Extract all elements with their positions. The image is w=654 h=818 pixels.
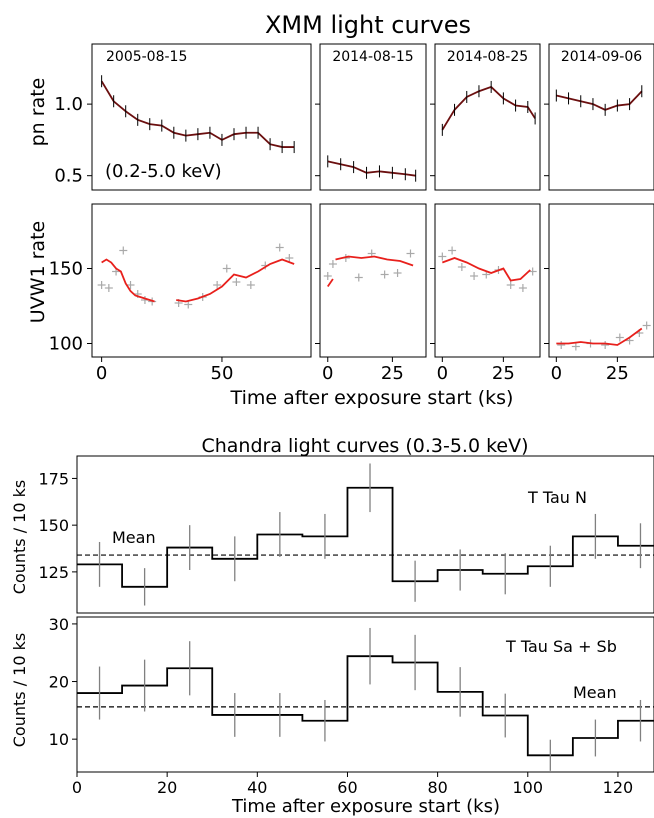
- uvw1-frame: [91, 203, 312, 358]
- chandra-t-tau-n-panel: 125 150 175 Mean T Tau N: [38, 455, 654, 614]
- chandra-xtick-label: 60: [337, 778, 357, 797]
- chandra-ylabel-bottom: Counts / 10 ks: [10, 633, 29, 747]
- uvw1-xtick-label: 0: [322, 363, 333, 384]
- pn-date-label: 2014-08-25: [447, 49, 528, 65]
- chandra-source-label: T Tau N: [527, 488, 587, 507]
- pn-panel-2: 2014-08-25: [430, 43, 541, 191]
- uvw1-ytick-label: 100: [49, 334, 83, 355]
- pn-series-line: [556, 90, 643, 111]
- pn-date-label: 2005-08-15: [106, 49, 187, 65]
- chandra-step-line: [77, 655, 654, 757]
- chandra-xtick-label: 20: [157, 778, 177, 797]
- chandra-mean-label: Mean: [112, 528, 156, 547]
- chandra-xtick-label: 120: [603, 778, 634, 797]
- pn-ytick-label: 0.5: [54, 166, 83, 187]
- pn-panel-1: 2014-08-15: [315, 43, 427, 191]
- uvw1-red-series: [335, 255, 414, 267]
- pn-rate-ylabel: pn rate: [27, 78, 49, 147]
- uvw1-panel-2: 0 25: [430, 203, 541, 384]
- pn-frame: [434, 43, 541, 191]
- uvw1-xtick-label: 0: [96, 363, 107, 384]
- pn-ytick-label: 1.0: [54, 94, 83, 115]
- uvw1-red-series: [327, 278, 334, 288]
- uvw1-frame: [319, 203, 427, 358]
- pn-panel-3: 2014-09-06: [544, 43, 654, 191]
- pn-frame: [319, 43, 427, 191]
- energy-annotation: (0.2-5.0 keV): [105, 161, 222, 182]
- xmm-pn-panels: 0.5 1.0 2005-08-15 2014-08-15 2014-08-25 2014…: [54, 43, 654, 191]
- uvw1-frame: [548, 203, 654, 358]
- uvw1-red-series: [442, 257, 531, 282]
- xmm-title: XMM light curves: [265, 11, 471, 39]
- chandra-xtick-label: 80: [427, 778, 447, 797]
- pn-date-label: 2014-09-06: [561, 49, 642, 65]
- uvw1-frame: [434, 203, 541, 358]
- uvw1-panel-1: 0 25: [315, 203, 427, 384]
- pn-series-line: [327, 160, 416, 177]
- chandra-ytick-label: 30: [49, 615, 69, 634]
- xmm-xlabel: Time after exposure start (ks): [230, 387, 514, 409]
- uvw1-ytick-label: 150: [49, 259, 83, 280]
- uvw1-xtick-label: 25: [606, 363, 629, 384]
- uvw1-rate-ylabel: UVW1 rate: [27, 221, 49, 323]
- pn-panel-0: 0.5 1.0 2005-08-15: [54, 43, 312, 191]
- chandra-source-label: T Tau Sa + Sb: [505, 637, 617, 656]
- chandra-frame: [76, 616, 654, 773]
- uvw1-xtick-label: 50: [211, 363, 234, 384]
- uvw1-red-series: [101, 258, 155, 303]
- chandra-xtick-label: 40: [247, 778, 267, 797]
- chandra-xtick-label: 0: [72, 778, 82, 797]
- chandra-ytick-label: 10: [49, 730, 69, 749]
- pn-series-line: [441, 85, 536, 131]
- chandra-frame: [76, 455, 654, 614]
- chandra-xlabel: Time after exposure start (ks): [231, 796, 500, 817]
- uvw1-xtick-label: 0: [551, 363, 562, 384]
- uvw1-panel-3: 0 25: [544, 203, 654, 384]
- xmm-uvw1-panels: 100 150 0 50 0 25 0 25 0 25: [49, 203, 654, 384]
- uvw1-panel-0: 100 150 0 50: [49, 203, 312, 384]
- chandra-t-tau-s-panel: 10 20 30 0 20 40 60 80 100 120 Mean T Tau Sa + Sb: [49, 615, 654, 797]
- chandra-ylabel-top: Counts / 10 ks: [10, 480, 29, 594]
- uvw1-xtick-label: 25: [381, 363, 404, 384]
- chandra-mean-label: Mean: [573, 683, 617, 702]
- chandra-ytick-label: 125: [38, 563, 69, 582]
- chandra-ytick-label: 20: [49, 673, 69, 692]
- pn-date-label: 2014-08-15: [332, 49, 413, 65]
- chandra-title: Chandra light curves (0.3-5.0 keV): [201, 435, 528, 457]
- pn-frame: [548, 43, 654, 191]
- uvw1-red-series: [556, 327, 643, 346]
- pn-frame: [91, 43, 312, 191]
- uvw1-xtick-label: 0: [437, 363, 448, 384]
- chandra-xtick-label: 100: [513, 778, 544, 797]
- chandra-ytick-label: 150: [38, 516, 69, 535]
- uvw1-red-series: [176, 258, 295, 303]
- uvw1-xtick-label: 25: [492, 363, 515, 384]
- chandra-ytick-label: 175: [38, 469, 69, 488]
